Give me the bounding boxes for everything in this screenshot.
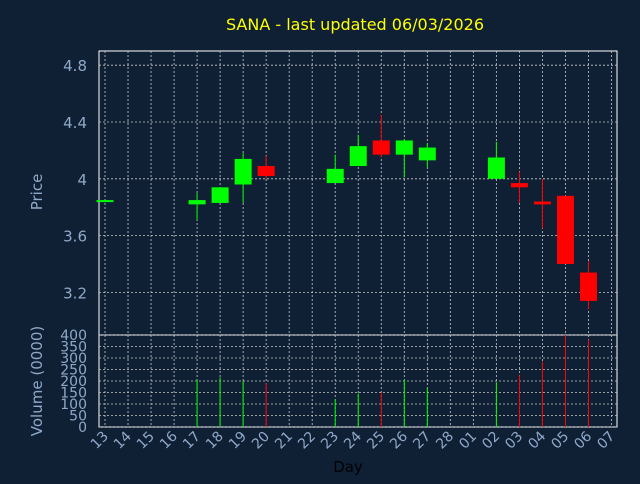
x-tick-label: 02 <box>479 429 503 453</box>
candle-body <box>211 187 229 203</box>
x-tick-label: 28 <box>433 429 457 453</box>
candle-body <box>418 147 436 161</box>
x-tick-label: 07 <box>594 429 618 453</box>
volume-tick-label: 200 <box>60 374 87 390</box>
x-tick-label: 14 <box>111 428 135 452</box>
candle-body <box>188 200 206 205</box>
x-tick-label: 22 <box>295 429 319 453</box>
volume-tick-label: 150 <box>60 386 87 402</box>
x-tick-label: 20 <box>249 429 273 453</box>
x-tick-label: 17 <box>180 429 204 453</box>
candle-body <box>487 157 505 179</box>
volume-axis-label: Volume (0000) <box>28 326 46 436</box>
x-tick-label: 15 <box>134 429 158 453</box>
x-tick-label: 16 <box>157 428 181 452</box>
candle-body <box>579 272 597 301</box>
x-tick-label: 18 <box>203 429 227 453</box>
x-tick-label: 05 <box>548 429 572 453</box>
x-tick-label: 21 <box>272 429 296 453</box>
x-tick-label: 06 <box>571 428 595 452</box>
price-tick-label: 3.6 <box>63 228 87 246</box>
x-tick-label: 03 <box>502 429 526 453</box>
volume-tick-label: 350 <box>60 340 87 356</box>
volume-tick-label: 400 <box>60 328 87 344</box>
volume-tick-label: 50 <box>69 409 87 425</box>
candle-body <box>257 166 275 176</box>
volume-tick-label: 0 <box>78 420 87 436</box>
x-tick-label: 19 <box>226 429 250 453</box>
candle-body <box>510 183 528 188</box>
x-tick-labels: 13 14 15 16 17 18 19 20 21 22 23 24 25 26 27 28 01 02 03 04… <box>88 428 618 452</box>
candle-body <box>372 140 390 155</box>
volume-tick-label: 300 <box>60 351 87 367</box>
candle-body <box>533 201 551 205</box>
price-axis-label: Price <box>28 174 46 211</box>
candle-body <box>96 200 114 203</box>
price-panel: 3.2 3.6 4 4.4 4.8 <box>63 50 618 336</box>
volume-tick-label: 100 <box>60 397 87 413</box>
candle-body <box>395 140 413 155</box>
x-tick-label: 25 <box>364 429 388 453</box>
candle-body <box>234 158 252 185</box>
day-axis-label: Day <box>333 458 363 476</box>
price-tick-label: 4.8 <box>63 57 87 75</box>
x-tick-label: 04 <box>525 428 549 452</box>
x-tick-label: 23 <box>318 429 342 453</box>
price-tick-label: 4 <box>77 171 87 189</box>
x-tick-label: 24 <box>341 428 365 452</box>
candle-body <box>326 168 344 184</box>
price-tick-label: 4.4 <box>63 114 87 132</box>
x-tick-label: 27 <box>410 429 434 453</box>
x-tick-label: 13 <box>88 429 112 453</box>
volume-tick-label: 250 <box>60 363 87 379</box>
chart-title: SANA - last updated 06/03/2026 <box>226 15 484 34</box>
price-tick-label: 3.2 <box>63 284 87 302</box>
x-tick-label: 01 <box>456 429 480 453</box>
candle-body <box>349 146 367 167</box>
candle-body <box>556 195 574 264</box>
x-tick-label: 26 <box>387 428 411 452</box>
